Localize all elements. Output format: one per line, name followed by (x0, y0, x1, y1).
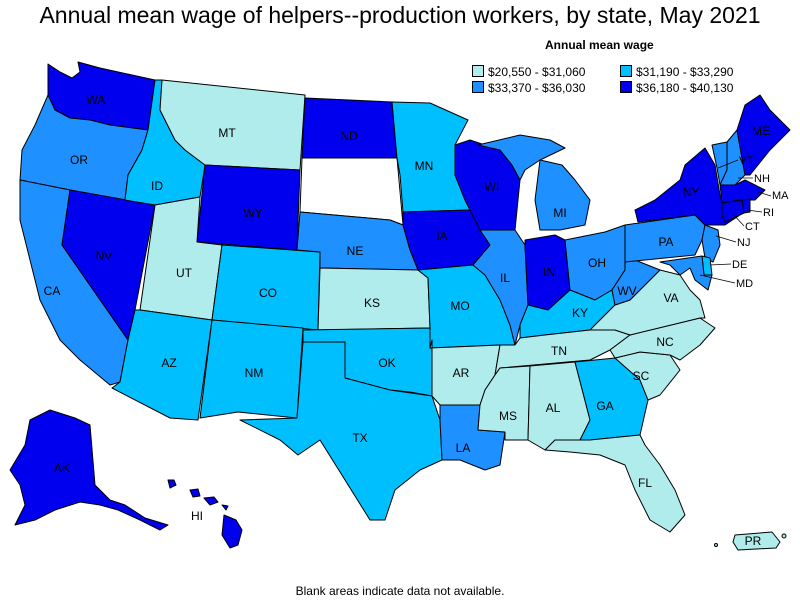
legend-label-bin-1: $20,550 - $31,060 (488, 65, 586, 79)
label-WY: WY (243, 206, 262, 220)
label-PR: PR (745, 534, 762, 548)
leader-NJ (715, 235, 737, 243)
label-HI: HI (191, 509, 203, 523)
leader-RI (746, 209, 763, 213)
legend-label-bin-3: $33,370 - $36,030 (488, 81, 586, 95)
label-OR: OR (70, 153, 88, 167)
label-OH: OH (588, 256, 606, 270)
label-NV: NV (96, 249, 113, 263)
state-AK[interactable] (9, 409, 169, 531)
leader-DE (709, 263, 732, 266)
label-SC: SC (633, 369, 650, 383)
label-GA: GA (596, 399, 613, 413)
label-MS: MS (499, 409, 517, 423)
label-MD: MD (736, 278, 753, 290)
label-LA: LA (456, 441, 471, 455)
label-WI: WI (485, 180, 500, 194)
label-NH: NH (754, 173, 770, 185)
state-HI[interactable] (167, 479, 243, 549)
label-AL: AL (546, 401, 561, 415)
label-NJ: NJ (737, 237, 750, 249)
label-VT: VT (739, 155, 753, 167)
label-MN: MN (415, 159, 434, 173)
legend-label-bin-2: $31,190 - $33,290 (636, 65, 734, 79)
label-CT: CT (745, 221, 760, 233)
state-NM[interactable] (199, 319, 304, 419)
pr-islet-1 (781, 533, 787, 539)
leader-CT (732, 213, 745, 227)
label-NE: NE (347, 244, 364, 258)
legend-title: Annual mean wage (545, 38, 654, 52)
legend-item-bin-3: $33,370 - $36,030 (472, 81, 585, 95)
state-IL[interactable] (472, 229, 529, 346)
state-ND[interactable] (301, 97, 398, 159)
legend-swatch-bin-3 (472, 81, 484, 93)
label-TN: TN (551, 344, 567, 358)
label-TX: TX (352, 431, 367, 445)
state-NC[interactable] (609, 317, 716, 361)
state-WV[interactable] (611, 254, 661, 306)
label-NY: NY (683, 185, 700, 199)
state-CT[interactable] (721, 199, 745, 223)
label-NC: NC (656, 335, 674, 349)
state-MI[interactable] (477, 134, 591, 231)
map-title: Annual mean wage of helpers--production … (39, 2, 761, 28)
label-KY: KY (572, 306, 588, 320)
label-AR: AR (453, 366, 470, 380)
legend-item-bin-4: $36,180 - $40,130 (620, 81, 733, 95)
label-MI: MI (553, 206, 566, 220)
label-FL: FL (638, 476, 652, 490)
label-CO: CO (259, 286, 277, 300)
legend-item-bin-2: $31,190 - $33,290 (620, 65, 733, 79)
label-IL: IL (500, 271, 510, 285)
label-RI: RI (763, 207, 774, 219)
state-AZ[interactable] (111, 309, 213, 421)
label-AZ: AZ (161, 356, 176, 370)
label-IA: IA (436, 229, 447, 243)
label-ME: ME (752, 124, 770, 138)
label-CA: CA (44, 284, 61, 298)
label-NM: NM (245, 366, 264, 380)
legend-swatch-bin-1 (472, 65, 484, 77)
label-WV: WV (617, 284, 636, 298)
state-NJ[interactable] (701, 224, 721, 263)
label-ND: ND (340, 129, 358, 143)
leader-VT (717, 159, 739, 169)
leader-MA (757, 191, 772, 197)
label-MT: MT (218, 126, 236, 140)
label-ID: ID (151, 179, 163, 193)
label-MA: MA (772, 190, 789, 202)
label-MO: MO (450, 299, 469, 313)
state-FL[interactable] (544, 434, 686, 533)
label-OK: OK (378, 356, 395, 370)
label-KS: KS (364, 296, 380, 310)
legend-swatch-bin-2 (620, 65, 632, 77)
state-MD[interactable] (659, 255, 713, 291)
label-IN: IN (543, 265, 555, 279)
label-VA: VA (663, 291, 678, 305)
pr-islet-2 (714, 543, 718, 547)
label-DE: DE (732, 259, 747, 271)
leader-MD (699, 274, 736, 284)
label-AK: AK (54, 461, 70, 475)
label-UT: UT (176, 266, 193, 280)
label-WA: WA (87, 93, 106, 107)
footnote: Blank areas indicate data not available. (295, 584, 505, 598)
legend-label-bin-4: $36,180 - $40,130 (636, 81, 734, 95)
label-PA: PA (658, 235, 673, 249)
state-ME[interactable] (736, 94, 791, 176)
legend-swatch-bin-4 (620, 81, 632, 93)
state-TX[interactable] (239, 341, 443, 521)
legend-item-bin-1: $20,550 - $31,060 (472, 65, 585, 79)
state-PR[interactable] (732, 531, 781, 551)
state-MS[interactable] (477, 365, 531, 441)
